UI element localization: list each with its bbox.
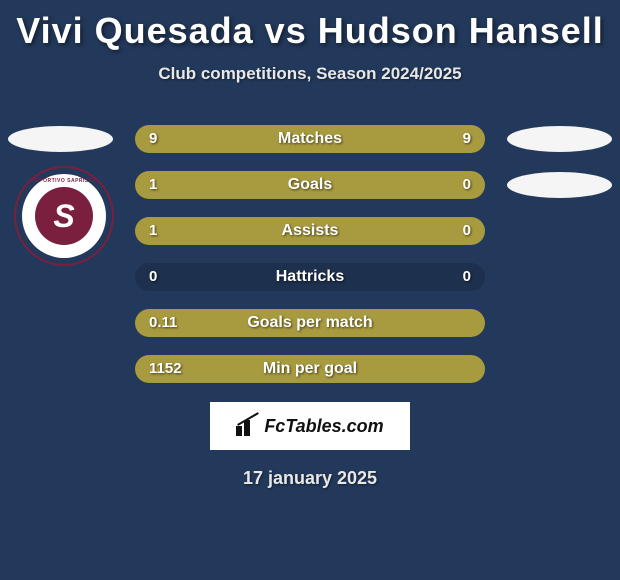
stat-label: Goals [135, 171, 485, 199]
player-pill-right [507, 126, 612, 152]
bar-track: 99Matches [135, 125, 485, 153]
date-text: 17 january 2025 [0, 468, 620, 489]
bar-track: 10Goals [135, 171, 485, 199]
branding-badge: FcTables.com [210, 402, 410, 450]
stat-label: Goals per match [135, 309, 485, 337]
player-pill-left [8, 126, 113, 152]
stat-row: 0.11Goals per match [0, 308, 620, 338]
page-title: Vivi Quesada vs Hudson Hansell [0, 0, 620, 52]
stat-label: Hattricks [135, 263, 485, 291]
stat-row: 1152Min per goal [0, 354, 620, 384]
player-pill-right [507, 172, 612, 198]
bar-track: 0.11Goals per match [135, 309, 485, 337]
page-subtitle: Club competitions, Season 2024/2025 [0, 64, 620, 84]
stat-label: Assists [135, 217, 485, 245]
bar-track: 00Hattricks [135, 263, 485, 291]
stat-label: Min per goal [135, 355, 485, 383]
chart-icon [236, 416, 258, 436]
club-logo-left: DEPORTIVO SAPRISSA S [22, 174, 106, 258]
club-logo-text: DEPORTIVO SAPRISSA [31, 178, 96, 184]
bar-track: 10Assists [135, 217, 485, 245]
stat-label: Matches [135, 125, 485, 153]
stat-row: 99Matches [0, 124, 620, 154]
branding-text: FcTables.com [264, 416, 383, 437]
stat-row: 00Hattricks [0, 262, 620, 292]
bar-track: 1152Min per goal [135, 355, 485, 383]
club-logo-letter: S [53, 198, 74, 235]
